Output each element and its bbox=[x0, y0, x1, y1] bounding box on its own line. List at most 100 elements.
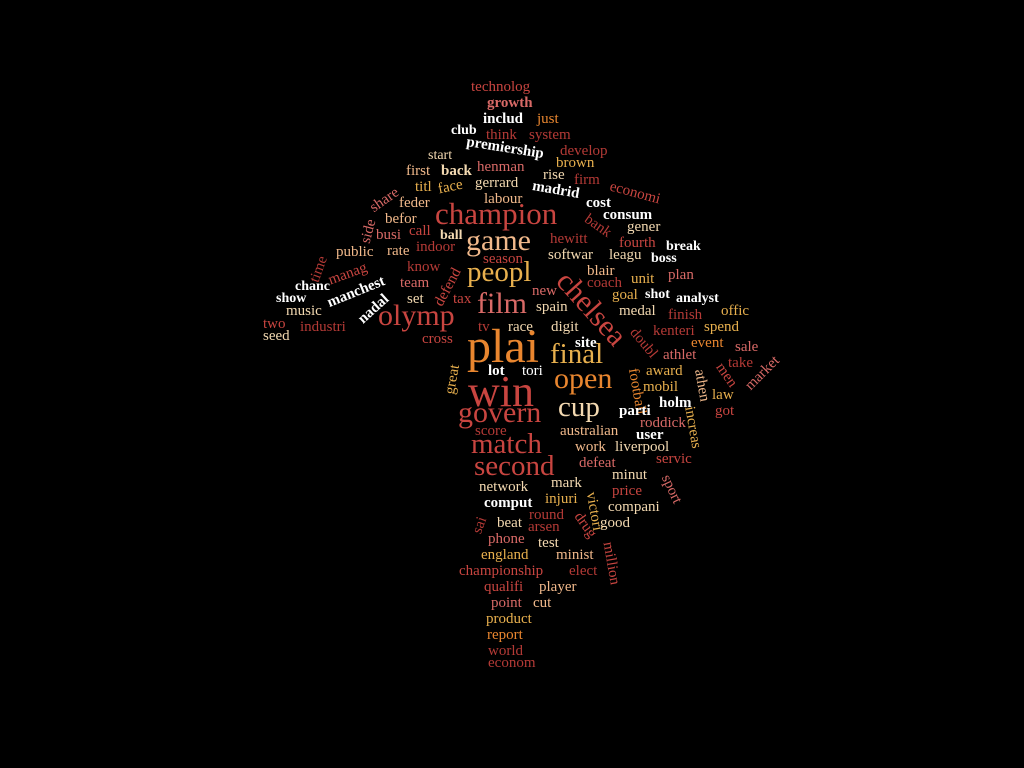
word-point: point bbox=[491, 595, 522, 611]
word-athen: athen bbox=[691, 368, 713, 403]
word-lot: lot bbox=[488, 363, 505, 379]
word-sport: sport bbox=[657, 472, 686, 507]
word-henman: henman bbox=[477, 159, 525, 175]
word-medal: medal bbox=[619, 303, 656, 319]
word-test: test bbox=[538, 535, 559, 551]
word-technolog: technolog bbox=[471, 79, 531, 95]
word-rise: rise bbox=[543, 167, 565, 183]
word-cost: cost bbox=[586, 195, 611, 211]
word-just: just bbox=[537, 111, 559, 127]
word-two: two bbox=[263, 316, 286, 332]
word-firm: firm bbox=[574, 172, 600, 188]
word-leagu: leagu bbox=[609, 247, 642, 263]
word-feder: feder bbox=[399, 195, 430, 211]
word-product: product bbox=[486, 611, 532, 627]
word-million: million bbox=[599, 540, 623, 587]
word-plai: plai bbox=[467, 320, 539, 373]
word-beat: beat bbox=[497, 515, 522, 531]
word-gerrard: gerrard bbox=[475, 175, 519, 191]
word-work: work bbox=[575, 439, 606, 455]
word-boss: boss bbox=[651, 251, 677, 266]
word-labour: labour bbox=[484, 191, 523, 207]
word-match: match bbox=[471, 428, 542, 460]
word-parti: parti bbox=[619, 403, 651, 419]
word-compani: compani bbox=[608, 499, 660, 515]
word-second: second bbox=[474, 450, 555, 482]
word-award: award bbox=[646, 363, 683, 379]
word-great: great bbox=[442, 363, 463, 396]
word-race: race bbox=[508, 319, 533, 335]
word-call: call bbox=[409, 223, 431, 239]
word-music: music bbox=[286, 303, 322, 319]
word-network: network bbox=[479, 479, 529, 495]
word-championship: championship bbox=[459, 563, 544, 579]
word-goal: goal bbox=[612, 287, 638, 303]
word-econom: econom bbox=[488, 655, 536, 671]
word-qualifi: qualifi bbox=[484, 579, 524, 595]
word-finish: finish bbox=[668, 307, 703, 323]
word-spain: spain bbox=[536, 299, 568, 315]
word-holm: holm bbox=[659, 395, 692, 411]
word-show: show bbox=[276, 291, 307, 306]
word-chanc: chanc bbox=[295, 279, 330, 294]
word-report: report bbox=[487, 627, 523, 643]
word-digit: digit bbox=[551, 319, 579, 335]
word-set: set bbox=[407, 291, 424, 307]
word-includ: includ bbox=[483, 111, 524, 127]
word-gener: gener bbox=[627, 219, 661, 235]
word-titl: titl bbox=[415, 179, 432, 195]
word-blair: blair bbox=[587, 263, 615, 279]
word-tv: tv bbox=[478, 319, 490, 335]
word-brown: brown bbox=[556, 155, 595, 171]
word-phone: phone bbox=[488, 531, 525, 547]
word-indoor: indoor bbox=[416, 239, 456, 255]
word-sale: sale bbox=[735, 339, 759, 355]
word-club: club bbox=[451, 123, 477, 138]
word-minut: minut bbox=[612, 467, 648, 483]
word-injuri: injuri bbox=[545, 491, 578, 507]
word-cup: cup bbox=[558, 391, 600, 423]
word-first: first bbox=[406, 163, 431, 179]
word-fourth: fourth bbox=[619, 235, 656, 251]
word-australian: australian bbox=[560, 423, 619, 439]
word-england: england bbox=[481, 547, 529, 563]
word-got: got bbox=[715, 403, 735, 419]
word-rate: rate bbox=[387, 243, 410, 259]
word-mark: mark bbox=[551, 475, 582, 491]
word-tax: tax bbox=[453, 291, 472, 307]
word-servic: servic bbox=[656, 451, 692, 467]
word-liverpool: liverpool bbox=[615, 439, 670, 455]
word-face: face bbox=[436, 176, 465, 198]
word-athlet: athlet bbox=[663, 347, 697, 363]
word-comput: comput bbox=[484, 495, 533, 511]
word-befor: befor bbox=[385, 211, 417, 227]
word-system: system bbox=[529, 127, 571, 143]
word-final: final bbox=[550, 338, 604, 370]
word-unit: unit bbox=[631, 271, 655, 287]
word-law: law bbox=[712, 387, 734, 403]
word-tori: tori bbox=[522, 363, 543, 379]
word-softwar: softwar bbox=[548, 247, 593, 263]
word-round: round bbox=[529, 507, 564, 523]
word-break: break bbox=[666, 239, 701, 254]
word-film: film bbox=[477, 287, 527, 320]
word-user: user bbox=[636, 427, 664, 443]
word-ball: ball bbox=[440, 228, 463, 243]
word-seed: seed bbox=[263, 328, 290, 344]
word-industri: industri bbox=[300, 319, 346, 335]
word-growth: growth bbox=[487, 95, 533, 111]
word-kenteri: kenteri bbox=[653, 323, 695, 339]
word-defeat: defeat bbox=[579, 455, 616, 471]
word-new: new bbox=[532, 283, 557, 299]
word-price: price bbox=[612, 483, 642, 499]
word-consum: consum bbox=[603, 207, 653, 223]
word-public: public bbox=[336, 244, 374, 260]
word-analyst: analyst bbox=[676, 291, 719, 306]
word-team: team bbox=[400, 275, 430, 291]
word-start: start bbox=[428, 148, 453, 163]
word-game: game bbox=[466, 224, 531, 257]
word-season: season bbox=[483, 251, 523, 267]
word-economi: economi bbox=[607, 178, 662, 208]
word-roddick: roddick bbox=[640, 415, 686, 431]
